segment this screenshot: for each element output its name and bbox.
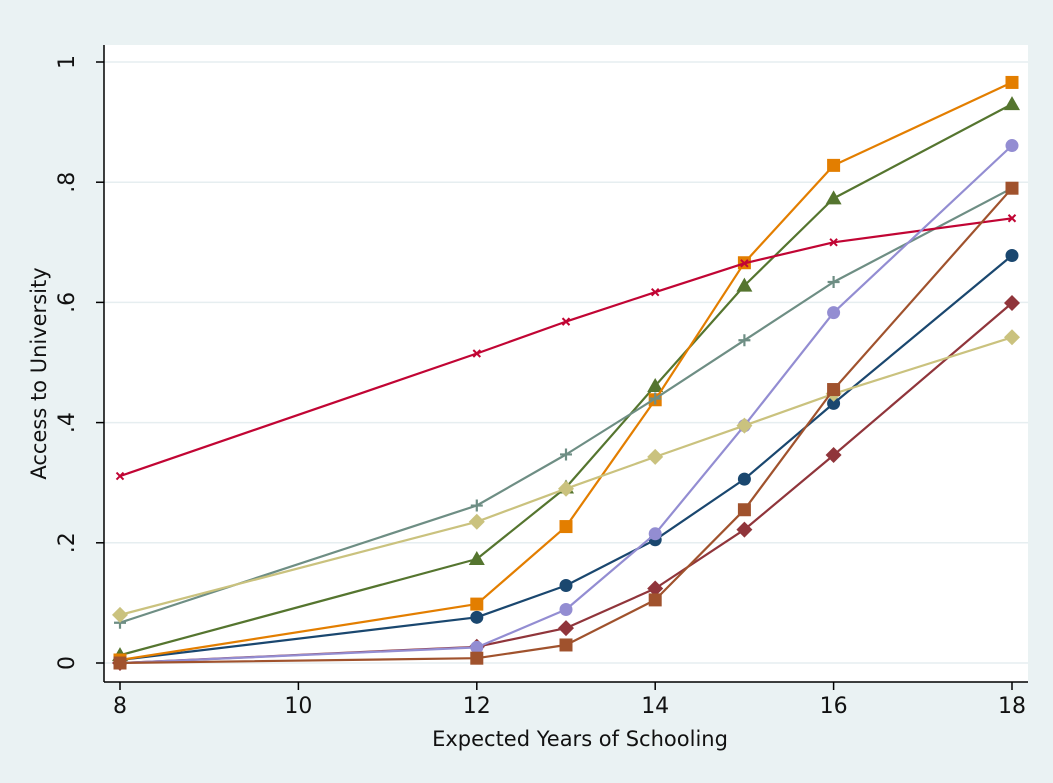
plot-region [104,45,1028,682]
data-point [827,396,841,410]
data-point [1007,214,1017,223]
series-layer [112,75,1020,671]
data-point [825,447,842,464]
x-tick-label: 14 [641,694,669,719]
data-point [648,593,662,607]
data-point [829,238,838,247]
series-6 [115,214,1017,481]
gridlines [104,61,1028,664]
data-point [737,503,751,517]
data-point [740,259,749,268]
data-point [472,349,482,358]
data-point [827,306,841,320]
data-point [470,499,483,512]
data-point [1005,181,1019,195]
data-point [112,606,128,623]
data-point [559,520,573,534]
x-tick-label: 18 [998,694,1026,719]
data-point [470,610,484,624]
data-point [736,521,753,538]
data-point [558,480,574,497]
data-point [558,620,574,637]
data-point [648,527,662,541]
data-point [827,158,841,172]
data-point [1004,295,1020,312]
data-point [561,317,571,326]
data-point [737,472,751,486]
data-point [647,377,664,392]
y-tick-label: .8 [55,172,80,193]
data-point [647,580,664,597]
series-9 [113,181,1019,670]
data-point [647,448,664,465]
data-point [1005,75,1019,89]
data-point [827,275,840,288]
data-point [827,383,841,397]
data-point [649,392,662,405]
data-point [736,417,753,434]
x-tick-label: 16 [820,694,848,719]
y-tick-label: 0 [55,656,80,670]
data-point [650,287,660,297]
data-point [1004,96,1020,111]
data-point [470,597,484,611]
data-point [470,651,484,665]
data-point [470,640,484,654]
x-tick-label: 10 [284,694,312,719]
data-point [559,578,573,592]
y-tick-label: .6 [55,292,80,313]
y-tick-label: 1 [55,55,80,69]
data-point [559,638,573,652]
x-axis-title: Expected Years of Schooling [432,727,728,751]
data-point [113,656,127,670]
data-point [115,471,125,481]
data-point [736,277,753,292]
data-point [738,334,751,347]
axes: 8 10 12 14 16 18 0 .2 .4 .6 .8 1 [55,45,1028,719]
y-tick-label: .4 [55,412,80,433]
y-axis-title: Access to University [27,267,51,479]
data-point [560,448,572,461]
y-tick-label: .2 [55,532,80,553]
x-tick-label: 12 [463,694,491,719]
data-point [1004,329,1020,346]
data-point [1005,139,1019,153]
data-point [1005,249,1019,263]
data-point [825,190,842,205]
x-tick-label: 8 [113,694,127,719]
data-point [468,513,485,530]
data-point [468,551,485,566]
data-point [559,603,573,617]
